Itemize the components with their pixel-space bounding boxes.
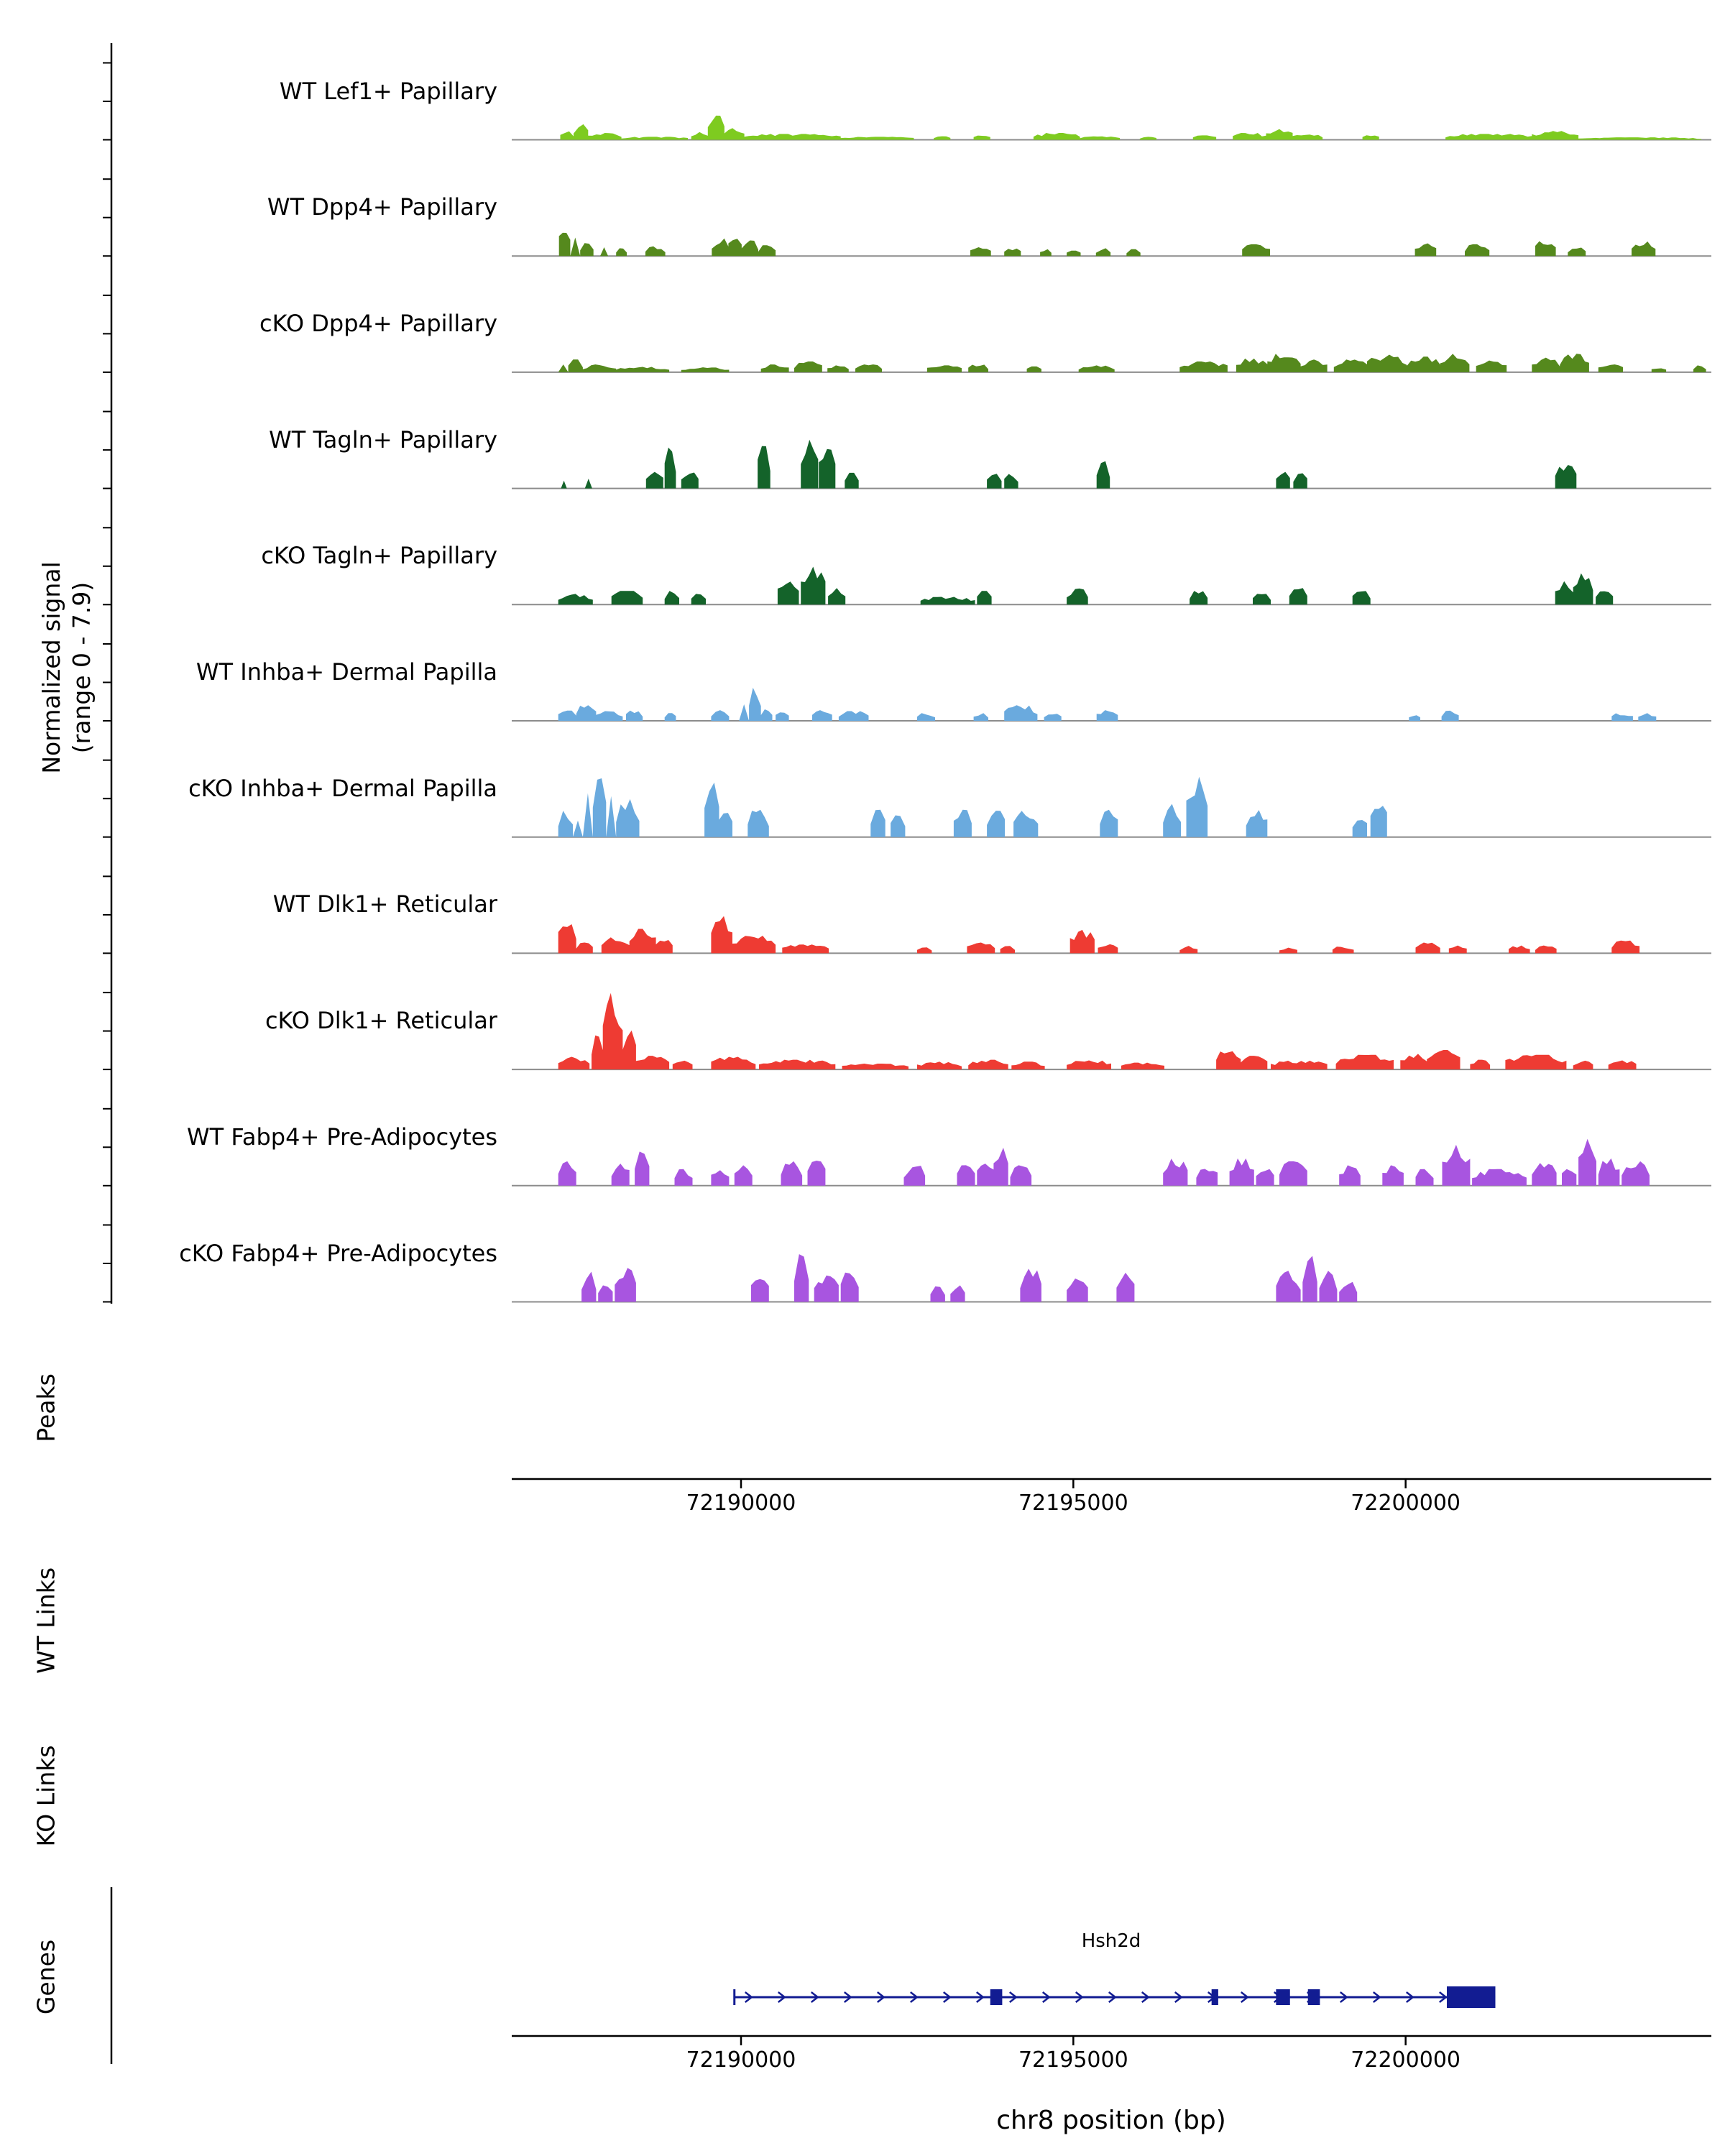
gene-strand-arrow <box>909 1991 919 2003</box>
x-tick-label: 72190000 <box>686 2047 796 2073</box>
gene-strand-arrow <box>1405 1991 1414 2003</box>
gene-strand-arrow <box>975 1991 985 2003</box>
gene-strand-arrow <box>777 1991 786 2003</box>
gene-exon <box>1211 1989 1218 2005</box>
gene-strand-arrow <box>1438 1991 1448 2003</box>
signal-track-1 <box>560 115 1702 140</box>
gene-strand-arrow <box>843 1991 852 2003</box>
track-label: WT Tagln+ Papillary <box>269 425 497 453</box>
gene-strand-arrow <box>1141 1991 1150 2003</box>
gene-strand-arrow <box>810 1991 819 2003</box>
signal-track-5 <box>558 566 1614 605</box>
gene-exon <box>990 1989 1003 2005</box>
gene-strand-arrow <box>1372 1991 1381 2003</box>
track-label: cKO Fabp4+ Pre-Adipocytes <box>179 1239 497 1267</box>
track-label: WT Lef1+ Papillary <box>279 77 497 105</box>
x-axis-title: chr8 position (bp) <box>996 2106 1226 2135</box>
gene-strand-arrow <box>876 1991 886 2003</box>
gene-label: Hsh2d <box>1081 1930 1141 1952</box>
track-label: cKO Tagln+ Papillary <box>261 542 497 570</box>
signal-track-2 <box>558 232 1656 257</box>
signal-track-10 <box>558 1138 1650 1186</box>
x-tick-label: 72200000 <box>1351 1491 1460 1516</box>
gene-strand-arrow <box>1339 1991 1348 2003</box>
gene-strand-arrow <box>1041 1991 1051 2003</box>
gene-strand-arrow <box>942 1991 952 2003</box>
y-axis-label-line1: Normalized signal <box>37 561 65 774</box>
track-label: WT Inhba+ Dermal Papilla <box>196 658 497 686</box>
signal-track-8 <box>558 916 1640 954</box>
signal-track-6 <box>558 687 1657 721</box>
signal-track-4 <box>561 439 1577 489</box>
gene-strand-arrow <box>1075 1991 1084 2003</box>
section-label-genes: Genes <box>32 1939 60 2015</box>
gene-terminal-exon <box>1446 1986 1496 2008</box>
track-label: cKO Inhba+ Dermal Papilla <box>188 774 497 802</box>
x-tick-label: 72200000 <box>1351 2047 1460 2073</box>
track-label: cKO Dlk1+ Reticular <box>264 1007 497 1035</box>
signal-track-7 <box>558 776 1387 837</box>
section-label-wt-links: WT Links <box>32 1567 60 1674</box>
signal-track-9 <box>558 992 1637 1070</box>
gene-exon <box>1276 1989 1290 2005</box>
signal-track-3 <box>558 354 1706 372</box>
gene-strand-arrow <box>1240 1991 1249 2003</box>
gene-exon <box>1307 1989 1320 2005</box>
gene-strand-arrow <box>1174 1991 1183 2003</box>
x-tick-label: 72195000 <box>1018 2047 1128 2073</box>
section-label-ko-links: KO Links <box>32 1745 60 1847</box>
track-label: WT Dlk1+ Reticular <box>272 890 497 918</box>
section-label-peaks: Peaks <box>32 1373 60 1442</box>
gene-strand-arrow <box>744 1991 753 2003</box>
track-label: WT Dpp4+ Papillary <box>267 193 497 221</box>
gene-strand-arrow <box>1008 1991 1018 2003</box>
x-tick-label: 72190000 <box>686 1491 796 1516</box>
track-label: WT Fabp4+ Pre-Adipocytes <box>187 1123 497 1151</box>
signal-track-11 <box>581 1254 1358 1302</box>
x-tick-label: 72195000 <box>1018 1491 1128 1516</box>
track-label: cKO Dpp4+ Papillary <box>259 309 497 337</box>
gene-strand-arrow <box>1108 1991 1117 2003</box>
